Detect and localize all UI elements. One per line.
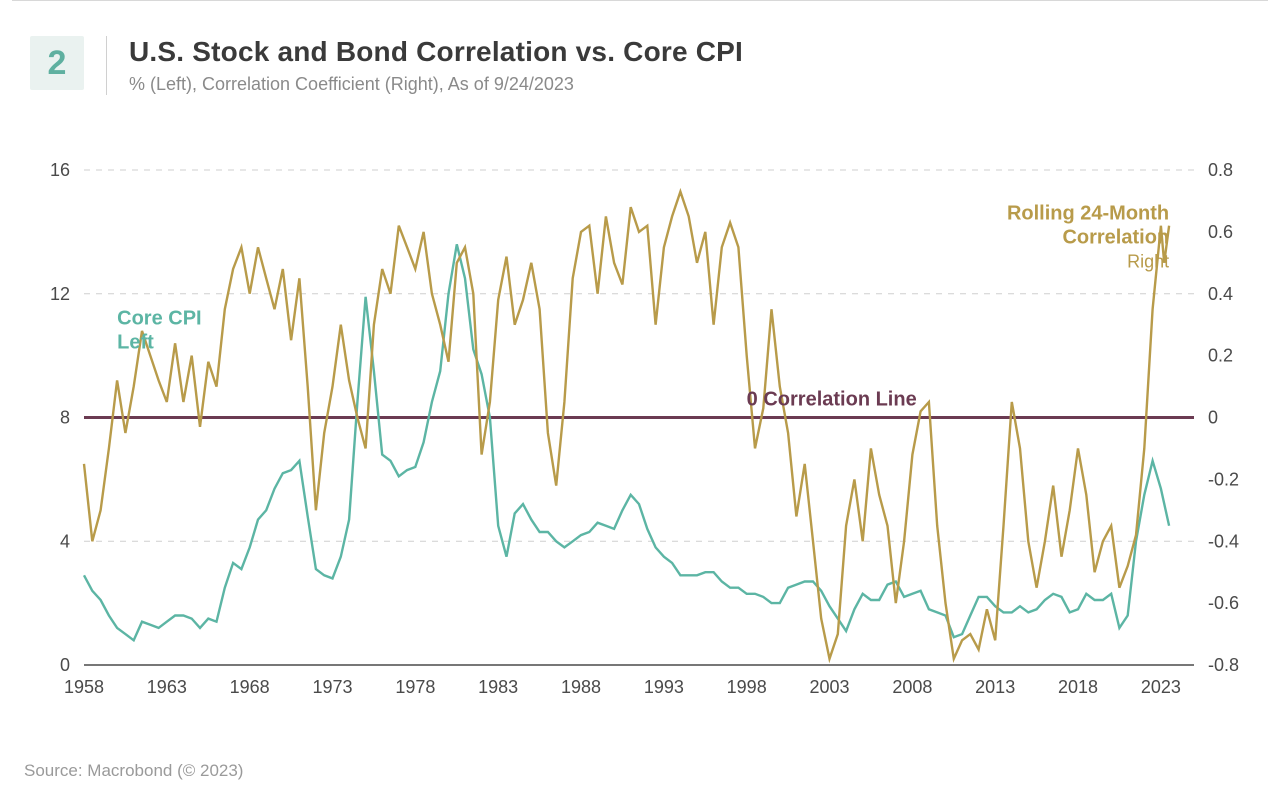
svg-text:1963: 1963: [147, 677, 187, 697]
svg-text:Correlation: Correlation: [1062, 227, 1169, 249]
svg-text:1973: 1973: [312, 677, 352, 697]
svg-text:0 Correlation Line: 0 Correlation Line: [747, 389, 917, 411]
chart-header: 2 U.S. Stock and Bond Correlation vs. Co…: [0, 0, 1280, 95]
chart-title: U.S. Stock and Bond Correlation vs. Core…: [129, 36, 743, 68]
svg-text:8: 8: [60, 408, 70, 428]
svg-text:1958: 1958: [64, 677, 104, 697]
svg-text:16: 16: [50, 160, 70, 180]
svg-text:1968: 1968: [230, 677, 270, 697]
svg-text:12: 12: [50, 284, 70, 304]
svg-text:0.2: 0.2: [1208, 346, 1233, 366]
svg-text:2003: 2003: [809, 677, 849, 697]
chart-svg: 0 4 8 12 16 -0.8 -0.6 -0.4 -0.2 0 0.2 0.4 0.6 0.8 1958…: [24, 150, 1256, 720]
chart-number-badge: 2: [30, 36, 84, 90]
svg-text:1988: 1988: [561, 677, 601, 697]
svg-text:0.8: 0.8: [1208, 160, 1233, 180]
chart-subtitle: % (Left), Correlation Coefficient (Right…: [129, 74, 743, 95]
chart-area: 0 4 8 12 16 -0.8 -0.6 -0.4 -0.2 0 0.2 0.4 0.6 0.8 1958…: [24, 150, 1256, 720]
svg-text:2023: 2023: [1141, 677, 1181, 697]
svg-text:4: 4: [60, 531, 70, 551]
svg-text:0.6: 0.6: [1208, 222, 1233, 242]
svg-text:Rolling 24-Month: Rolling 24-Month: [1007, 203, 1169, 225]
svg-text:1978: 1978: [395, 677, 435, 697]
svg-text:Left: Left: [117, 332, 154, 354]
svg-text:-0.4: -0.4: [1208, 531, 1239, 551]
title-block: U.S. Stock and Bond Correlation vs. Core…: [106, 36, 743, 95]
svg-text:1998: 1998: [727, 677, 767, 697]
svg-text:2008: 2008: [892, 677, 932, 697]
svg-text:-0.6: -0.6: [1208, 593, 1239, 613]
svg-text:-0.2: -0.2: [1208, 469, 1239, 489]
svg-text:-0.8: -0.8: [1208, 655, 1239, 675]
svg-text:1993: 1993: [644, 677, 684, 697]
svg-text:2013: 2013: [975, 677, 1015, 697]
svg-text:0: 0: [1208, 408, 1218, 428]
svg-text:0: 0: [60, 655, 70, 675]
svg-text:1983: 1983: [478, 677, 518, 697]
svg-text:Right: Right: [1127, 252, 1169, 272]
svg-text:0.4: 0.4: [1208, 284, 1233, 304]
svg-text:Core CPI: Core CPI: [117, 308, 201, 330]
svg-text:2018: 2018: [1058, 677, 1098, 697]
source-text: Source: Macrobond (© 2023): [24, 761, 243, 781]
